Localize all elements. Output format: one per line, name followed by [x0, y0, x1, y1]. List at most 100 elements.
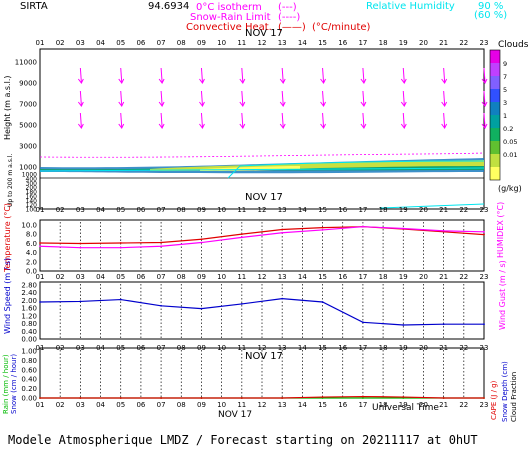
wind-arrow: [160, 112, 163, 128]
hour-p6-label: 21: [439, 401, 448, 409]
wind-arrow-head: [158, 123, 165, 129]
low-tick: 100: [26, 207, 38, 214]
wind-tick: 0.80: [21, 320, 37, 328]
wind-arrow: [362, 112, 365, 128]
colorbar-swatch: [490, 63, 500, 76]
wind-tick: 2.40: [21, 289, 37, 297]
temp-tick: 2.0: [26, 258, 37, 266]
wind-arrow: [79, 112, 82, 128]
point-wind-speed: [281, 297, 284, 300]
hour-top-label: 16: [338, 39, 347, 47]
wind-arrow: [483, 67, 486, 83]
hour-p3-label: 16: [338, 273, 347, 281]
point-cape: [39, 397, 41, 399]
colorbar-swatch: [490, 76, 500, 89]
height-tick: 7000: [19, 101, 37, 109]
hour-p3-label: 06: [136, 273, 145, 281]
hour-p6-label: 07: [157, 401, 166, 409]
hour-p2-label: 20: [419, 206, 428, 214]
point-temperature: [483, 233, 485, 236]
wind-panel-frame: [39, 281, 485, 340]
convective-sample: (——): [278, 22, 306, 33]
hour-p6-label: 10: [217, 401, 226, 409]
low-tick: 300: [26, 180, 38, 187]
hour-p3-label: 02: [56, 273, 65, 281]
colorbar-swatch: [490, 89, 500, 102]
wind-arrow-head: [77, 101, 84, 107]
point-humidex: [160, 245, 162, 248]
wind-arrow: [281, 67, 284, 83]
wind-arrow-head: [279, 123, 286, 129]
y-ticks: 1100090007000500030001000100040030020018…: [15, 59, 37, 403]
hour-top-label: 12: [258, 39, 267, 47]
hour-p6-label: 02: [56, 401, 65, 409]
point-wind-speed: [362, 321, 364, 324]
hour-p2-label: 16: [338, 206, 347, 214]
wind-arrow-head: [360, 101, 367, 107]
hour-top-label: 17: [358, 39, 367, 47]
hour-p6-label: 19: [399, 401, 408, 409]
colorbar-swatch: [490, 102, 500, 115]
point-wind-speed: [402, 324, 405, 326]
point-temperature: [119, 242, 122, 244]
hour-p6-label: 23: [480, 401, 489, 409]
low-tick: 120: [26, 202, 38, 209]
hour-top-label: 18: [379, 39, 388, 47]
hour-p2-label: 09: [197, 206, 206, 214]
hour-top-label: 09: [197, 39, 206, 47]
point-wind-speed: [160, 304, 162, 307]
point-humidex: [402, 227, 405, 230]
wind-arrow: [200, 67, 203, 83]
hour-p6-label: 16: [338, 401, 347, 409]
wind-arrow-head: [481, 78, 488, 84]
hour-p2-label: 04: [96, 206, 105, 214]
point-wind-speed: [119, 298, 122, 301]
point-rain: [362, 397, 364, 399]
wind-arrow-head: [441, 101, 448, 107]
low-axis-label: Up to 200 m a.s.l.: [7, 154, 14, 207]
wind-arrow-head: [77, 123, 84, 129]
wind-arrow: [79, 90, 82, 106]
point-temperature: [321, 226, 324, 229]
series-wind-speed: [39, 298, 484, 326]
colorbar-swatch: [490, 115, 500, 128]
point-humidex: [362, 225, 364, 228]
point-wind-speed: [39, 301, 41, 303]
wind-arrow-head: [400, 78, 407, 84]
wind-arrow: [281, 112, 284, 128]
hour-p6-label: 17: [358, 401, 367, 409]
hour-p3-label: 14: [298, 273, 307, 281]
cape-axis-label: CAPE (J / g): [490, 380, 498, 420]
hour-p2-label: 13: [278, 206, 287, 214]
low-tick: 200: [26, 185, 38, 192]
hour-p2-label: 21: [439, 206, 448, 214]
wind-arrow: [402, 90, 405, 106]
colorbar-swatch: [490, 154, 500, 167]
height-tick: 1000: [19, 164, 37, 172]
colorbar-level: 3: [503, 99, 507, 107]
point-cape: [362, 395, 364, 398]
point-humidex: [483, 230, 485, 233]
wind-arrow: [281, 90, 284, 106]
hour-p3-label: 13: [278, 273, 287, 281]
wind-arrow: [322, 90, 325, 106]
snow-rain-sample: (----): [278, 12, 300, 23]
temperature-panel-frame: [39, 219, 485, 272]
point-humidex: [200, 241, 203, 244]
wind-arrow: [322, 67, 325, 83]
point-humidex: [321, 229, 324, 231]
cloud-panel-frame: [39, 48, 485, 210]
hour-p6-label: 14: [298, 401, 307, 409]
wind-tick: 0.00: [21, 336, 37, 344]
hour-top-label: 11: [237, 39, 246, 47]
point-wind-speed: [240, 303, 243, 305]
rh-label: Relative Humidity: [366, 1, 455, 12]
hour-p2-label: 14: [298, 206, 307, 214]
hour-p2-label: 19: [399, 206, 408, 214]
convective-label: Convective Heat.: [186, 22, 272, 33]
wind-arrow: [79, 67, 82, 83]
hour-p3-label: 22: [459, 273, 468, 281]
hour-p6-label: 18: [379, 401, 388, 409]
gust-axis-label: Wind Gust (m / s): [498, 260, 507, 330]
